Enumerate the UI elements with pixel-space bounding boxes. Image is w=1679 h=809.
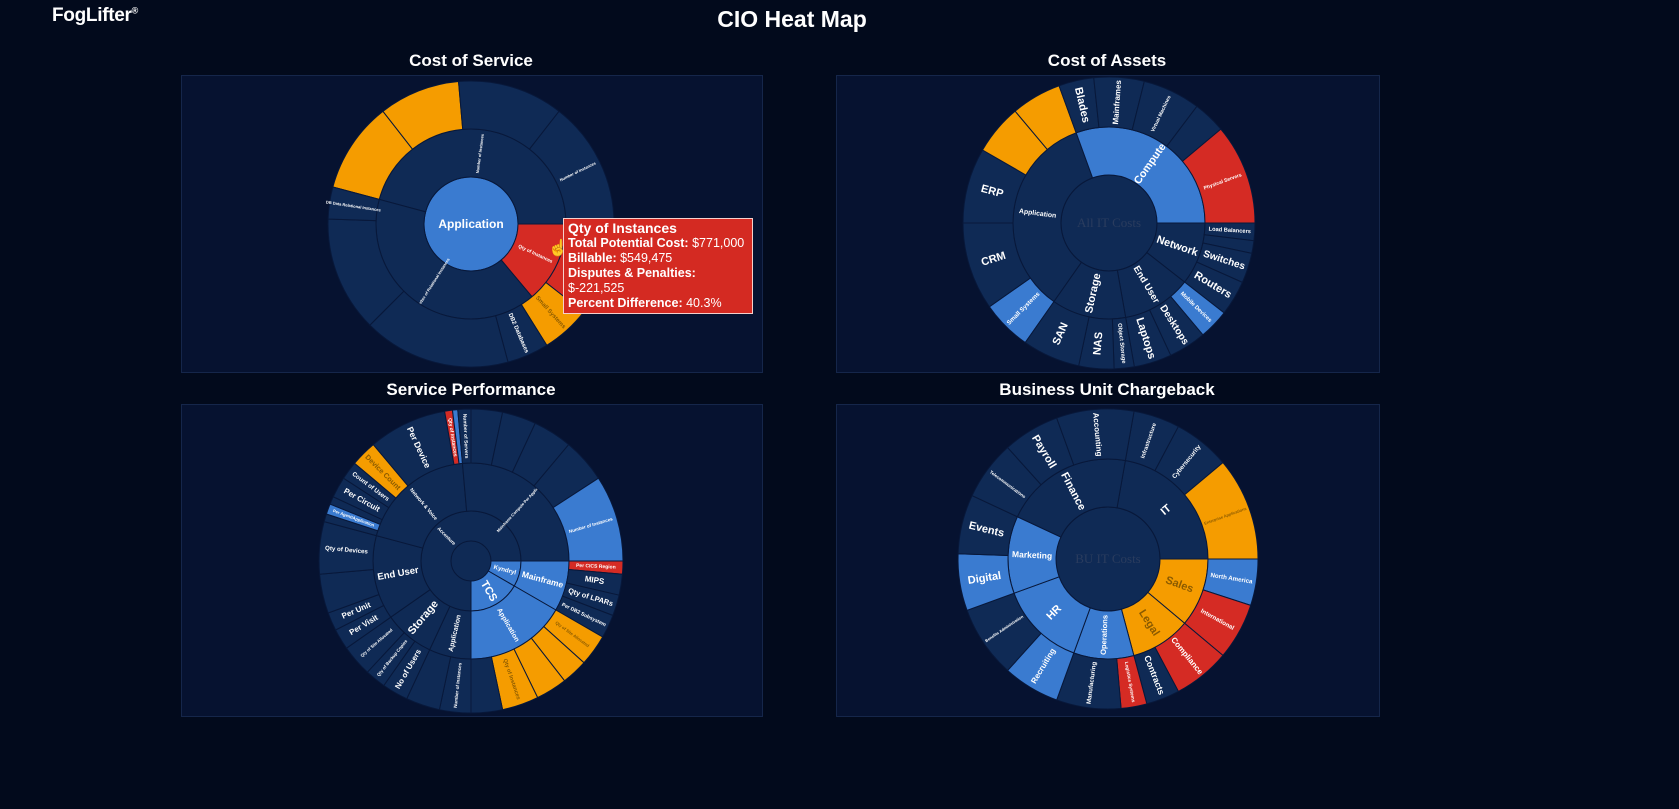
sunburst-segment-label: Number of Instances — [475, 133, 485, 174]
tooltip-row: Percent Difference: 40.3% — [568, 296, 748, 311]
tooltip-label: Billable: — [568, 251, 617, 265]
sunburst-business-unit-chargeback[interactable]: BU IT CostsITSalesLegalOperationsHRMarke… — [837, 405, 1379, 716]
sunburst-segment-label: Qty of Instances — [446, 418, 458, 458]
sunburst-segment-label: Application — [1019, 208, 1057, 220]
sunburst-segment[interactable] — [1056, 408, 1135, 466]
sunburst-segment-label: Accounting — [1091, 412, 1104, 457]
pointer-cursor-icon: ☝ — [548, 240, 568, 257]
sunburst-center-label: Application — [438, 217, 503, 231]
sunburst-segment-label: Per CICS Region — [576, 563, 616, 571]
sunburst-segment-label: Object Storage — [1116, 323, 1126, 364]
tooltip-row: Disputes & Penalties: $-221,525 — [568, 266, 748, 296]
tooltip-value: $771,000 — [692, 236, 745, 250]
sunburst-segment-label: Number of Servers — [461, 414, 469, 459]
tooltip-label: Percent Difference: — [568, 296, 683, 310]
sunburst-center-label: BU IT Costs — [1075, 551, 1141, 566]
sunburst-center-label: All IT Costs — [1077, 215, 1141, 230]
tooltip-row: Billable: $549,475 — [568, 251, 748, 266]
tooltip-label: Disputes & Penalties: — [568, 266, 696, 280]
chart-panel-business-unit-chargeback: BU IT Costs IT Sales Legal Operations HR Marke… — [836, 404, 1380, 717]
tooltip-value: $-221,525 — [568, 281, 625, 295]
chart-title-business-unit-chargeback: Business Unit Chargeback — [999, 380, 1215, 399]
sunburst-service-performance[interactable]: AccentureKyndrylTCSApplicationStorageEnd… — [182, 405, 762, 716]
sunburst-segment-label: Mainframes — [1111, 79, 1123, 125]
sunburst-segment-label: Qty of Devices — [325, 545, 369, 556]
sunburst-segment-label: ERP — [980, 183, 1005, 200]
sunburst-segment-label: Digital — [967, 570, 1002, 587]
tooltip-title: Qty of Instances — [568, 220, 677, 236]
logo-mark: ® — [131, 5, 139, 16]
sunburst-segment[interactable] — [470, 656, 504, 714]
logo-text: FogLifter — [52, 5, 132, 26]
sunburst-segment-label: Operations — [1099, 615, 1110, 655]
sunburst-segment-label: Number of Instances — [453, 662, 463, 708]
sunburst-cost-of-assets[interactable]: All IT CostsApplicationComputeNetworkEnd… — [837, 76, 1379, 372]
sunburst-segment-label: Load Balancers — [1208, 227, 1251, 236]
page-title: CIO Heat Map — [717, 6, 867, 32]
tooltip-value: 40.3% — [686, 296, 722, 310]
chart-panel-cost-of-assets: All IT Costs Application Compute Network End… — [836, 75, 1380, 373]
foglifter-logo: FogLifter® — [52, 5, 138, 27]
chart-title-cost-of-assets: Cost of Assets — [1047, 51, 1167, 70]
sunburst-segment-label: MIPS — [584, 574, 605, 586]
sunburst-segment[interactable] — [327, 186, 380, 222]
tooltip-row: Total Potential Cost: $771,000 — [568, 236, 748, 251]
segment-tooltip: Qty of Instances Total Potential Cost: $… — [563, 218, 753, 314]
chart-title-cost-of-service: Cost of Service — [409, 51, 533, 70]
sunburst-segment-label: NAS — [1091, 331, 1105, 355]
chart-title-service-performance: Service Performance — [386, 380, 556, 399]
sunburst-cost-of-service[interactable]: Application Number of Instances Qty of Ins… — [182, 76, 762, 372]
tooltip-label: Total Potential Cost: — [568, 236, 689, 250]
tooltip-value: $549,475 — [620, 251, 673, 265]
sunburst-segment[interactable] — [1024, 300, 1090, 367]
chart-panel-service-performance: Accenture Kyndryl TCS Application Storage End… — [181, 404, 763, 717]
sunburst-segment-label: Marketing — [1012, 549, 1053, 561]
